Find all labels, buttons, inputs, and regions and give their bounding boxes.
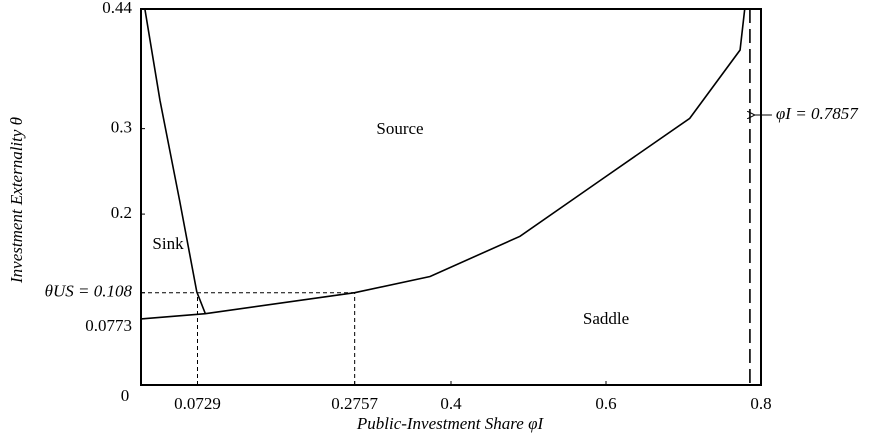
- y-tick-label: 0.0773: [85, 316, 132, 335]
- y-axis-label: Investment Externality θ: [7, 117, 26, 284]
- x-tick-label: 0.8: [750, 394, 771, 413]
- annotation: φI = 0.7857: [776, 104, 859, 123]
- region-label: Source: [376, 119, 423, 138]
- region-label: Saddle: [583, 309, 629, 328]
- x-tick-label: 0.2757: [331, 394, 378, 413]
- boundary-curve: [144, 8, 207, 314]
- region-label: Sink: [152, 234, 184, 253]
- x-tick-label: 0.0729: [174, 394, 221, 413]
- y-tick-label: 0.2: [111, 203, 132, 222]
- plot-frame: [140, 8, 762, 386]
- y-tick-label: 0.3: [111, 118, 132, 137]
- boundary-curve: [140, 8, 746, 320]
- x-tick-label: 0.6: [595, 394, 616, 413]
- y-tick-label: θUS = 0.108: [45, 282, 133, 301]
- y-tick-label: 0.44: [102, 0, 132, 17]
- x-tick-label: 0.4: [440, 394, 462, 413]
- x-axis-label: Public-Investment Share φI: [356, 414, 545, 433]
- x-tick-label: 0: [121, 386, 130, 405]
